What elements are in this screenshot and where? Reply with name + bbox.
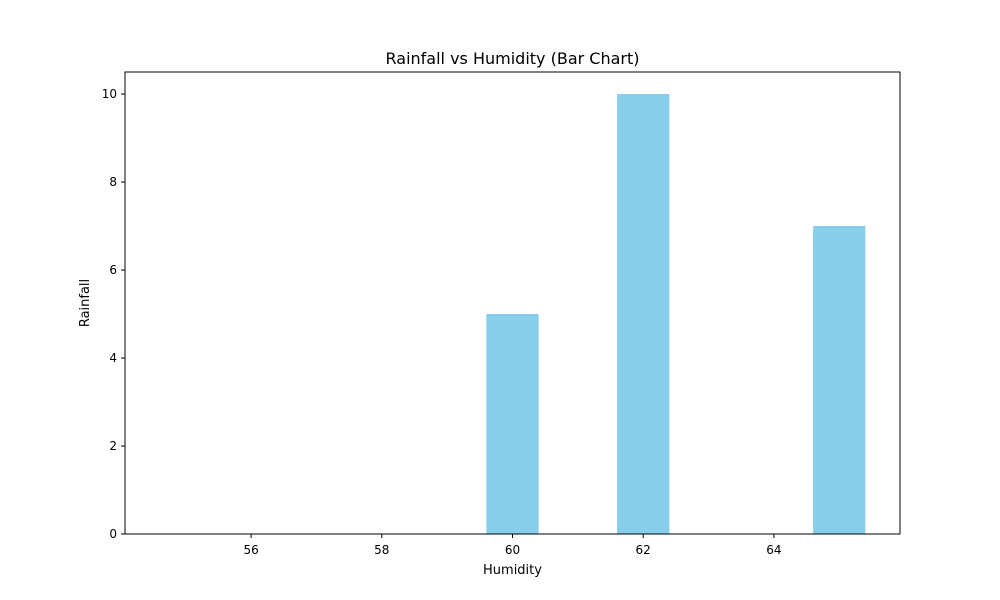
- y-axis-ticks: 0 2 4 6 8 10: [102, 87, 125, 541]
- x-tick-label: 60: [505, 543, 520, 557]
- chart-title: Rainfall vs Humidity (Bar Chart): [386, 49, 640, 68]
- y-tick-label: 2: [109, 439, 117, 453]
- x-tick-label: 58: [374, 543, 389, 557]
- plot-frame: [124, 71, 901, 535]
- bar-humidity-60: [486, 314, 539, 534]
- y-tick-label: 4: [109, 351, 117, 365]
- bar-humidity-62: [617, 94, 670, 534]
- bar-humidity-65: [813, 226, 866, 534]
- x-tick-label: 56: [243, 543, 258, 557]
- x-axis-ticks: 56 58 60 62 64: [243, 534, 782, 557]
- y-tick-label: 6: [109, 263, 117, 277]
- y-tick-label: 0: [109, 527, 117, 541]
- x-tick-label: 62: [636, 543, 651, 557]
- y-tick-label: 8: [109, 175, 117, 189]
- y-axis-label: Rainfall: [78, 279, 93, 327]
- x-tick-label: 64: [766, 543, 781, 557]
- x-axis-label: Humidity: [483, 563, 542, 578]
- y-tick-label: 10: [102, 87, 117, 101]
- bars-layer: [486, 94, 866, 534]
